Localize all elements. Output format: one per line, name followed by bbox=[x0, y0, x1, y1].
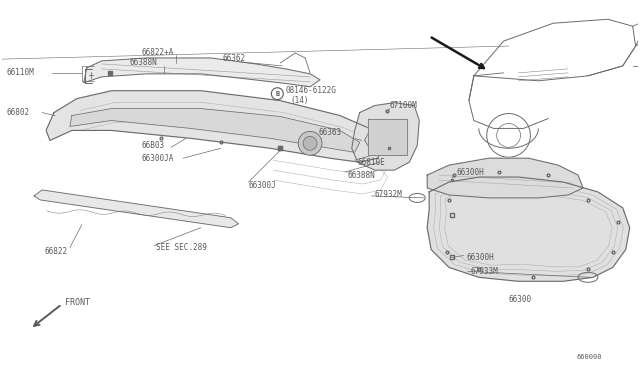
Text: 67100M: 67100M bbox=[390, 101, 417, 110]
Polygon shape bbox=[427, 158, 583, 198]
Text: 67932M: 67932M bbox=[374, 190, 403, 199]
Polygon shape bbox=[46, 91, 385, 162]
Text: 660000: 660000 bbox=[576, 354, 602, 360]
Circle shape bbox=[298, 131, 322, 155]
Text: 08146-6122G: 08146-6122G bbox=[285, 86, 336, 95]
Text: 66802: 66802 bbox=[6, 108, 29, 117]
Text: 66300H: 66300H bbox=[467, 253, 495, 262]
Polygon shape bbox=[427, 177, 630, 281]
Text: 66822: 66822 bbox=[44, 247, 67, 256]
Text: 66388N: 66388N bbox=[348, 171, 376, 180]
Polygon shape bbox=[352, 103, 419, 170]
Text: FRONT: FRONT bbox=[65, 298, 90, 307]
Text: 66810E: 66810E bbox=[358, 158, 385, 167]
Polygon shape bbox=[34, 190, 239, 228]
Text: B: B bbox=[275, 91, 280, 97]
Text: (14): (14) bbox=[290, 96, 308, 105]
Polygon shape bbox=[84, 58, 320, 87]
Text: 66388N: 66388N bbox=[129, 58, 157, 67]
Text: 66300JA: 66300JA bbox=[141, 154, 173, 163]
Text: 66B03: 66B03 bbox=[141, 141, 164, 150]
Text: 66300H: 66300H bbox=[457, 168, 484, 177]
Text: 66363: 66363 bbox=[318, 128, 341, 137]
Text: 67933M: 67933M bbox=[471, 267, 499, 276]
Text: 66300J: 66300J bbox=[248, 180, 276, 189]
Polygon shape bbox=[367, 119, 407, 155]
Polygon shape bbox=[70, 109, 360, 152]
Text: 66362: 66362 bbox=[223, 54, 246, 64]
Text: 66110M: 66110M bbox=[6, 68, 34, 77]
Text: 66822+A: 66822+A bbox=[141, 48, 173, 57]
Text: 66300: 66300 bbox=[509, 295, 532, 304]
Text: SEE SEC.289: SEE SEC.289 bbox=[156, 243, 207, 252]
Circle shape bbox=[303, 137, 317, 150]
